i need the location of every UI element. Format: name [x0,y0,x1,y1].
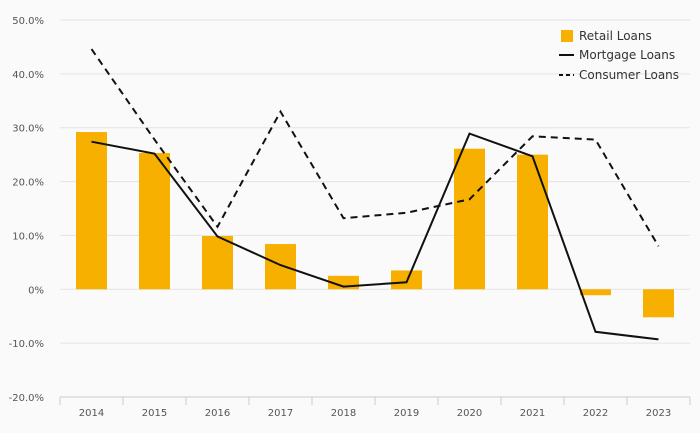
legend: Retail Loans Mortgage Loans Consumer Loans [559,29,679,82]
retail-loans-bar [454,148,485,290]
lines [90,48,660,341]
consumer-loans-line [90,48,660,247]
retail-loans-bar [76,132,107,290]
x-tick-label: 2019 [394,408,419,419]
y-axis: 50.0% 40.0% 30.0% 20.0% 10.0% 0% -10.0% -20.0% [9,16,44,404]
legend-swatch-retail-loans [561,30,573,42]
x-axis: 2014 2015 2016 2017 2018 2019 2020 2021 2022 2023 [59,396,691,419]
x-tick-label: 2023 [646,408,671,419]
bars [76,132,674,318]
retail-loans-bar [643,289,674,318]
legend-label-consumer-loans: Consumer Loans [579,68,679,82]
x-tick-label: 2016 [205,408,230,419]
x-tick-label: 2014 [79,408,104,419]
retail-loans-bar [580,289,611,296]
y-tick-label: -20.0% [9,393,44,404]
y-tick-label: 20.0% [12,178,44,189]
x-tick-label: 2020 [457,408,482,419]
x-tick-label: 2022 [583,408,608,419]
y-tick-label: 0% [28,285,44,296]
y-tick-label: 40.0% [12,70,44,81]
legend-label-retail-loans: Retail Loans [579,29,652,43]
mortgage-loans-line [91,132,659,341]
x-tick-label: 2021 [520,408,545,419]
y-tick-label: -10.0% [9,339,44,350]
retail-loans-bar [139,153,170,290]
y-tick-label: 30.0% [12,124,44,135]
x-tick-label: 2018 [331,408,356,419]
x-tick-label: 2015 [142,408,167,419]
retail-loans-bar [265,244,296,290]
y-tick-label: 50.0% [12,16,44,27]
retail-loans-bar [517,154,548,290]
legend-label-mortgage-loans: Mortgage Loans [579,48,675,62]
y-tick-label: 10.0% [12,231,44,242]
x-tick-label: 2017 [268,408,293,419]
retail-loans-bar [202,235,233,290]
